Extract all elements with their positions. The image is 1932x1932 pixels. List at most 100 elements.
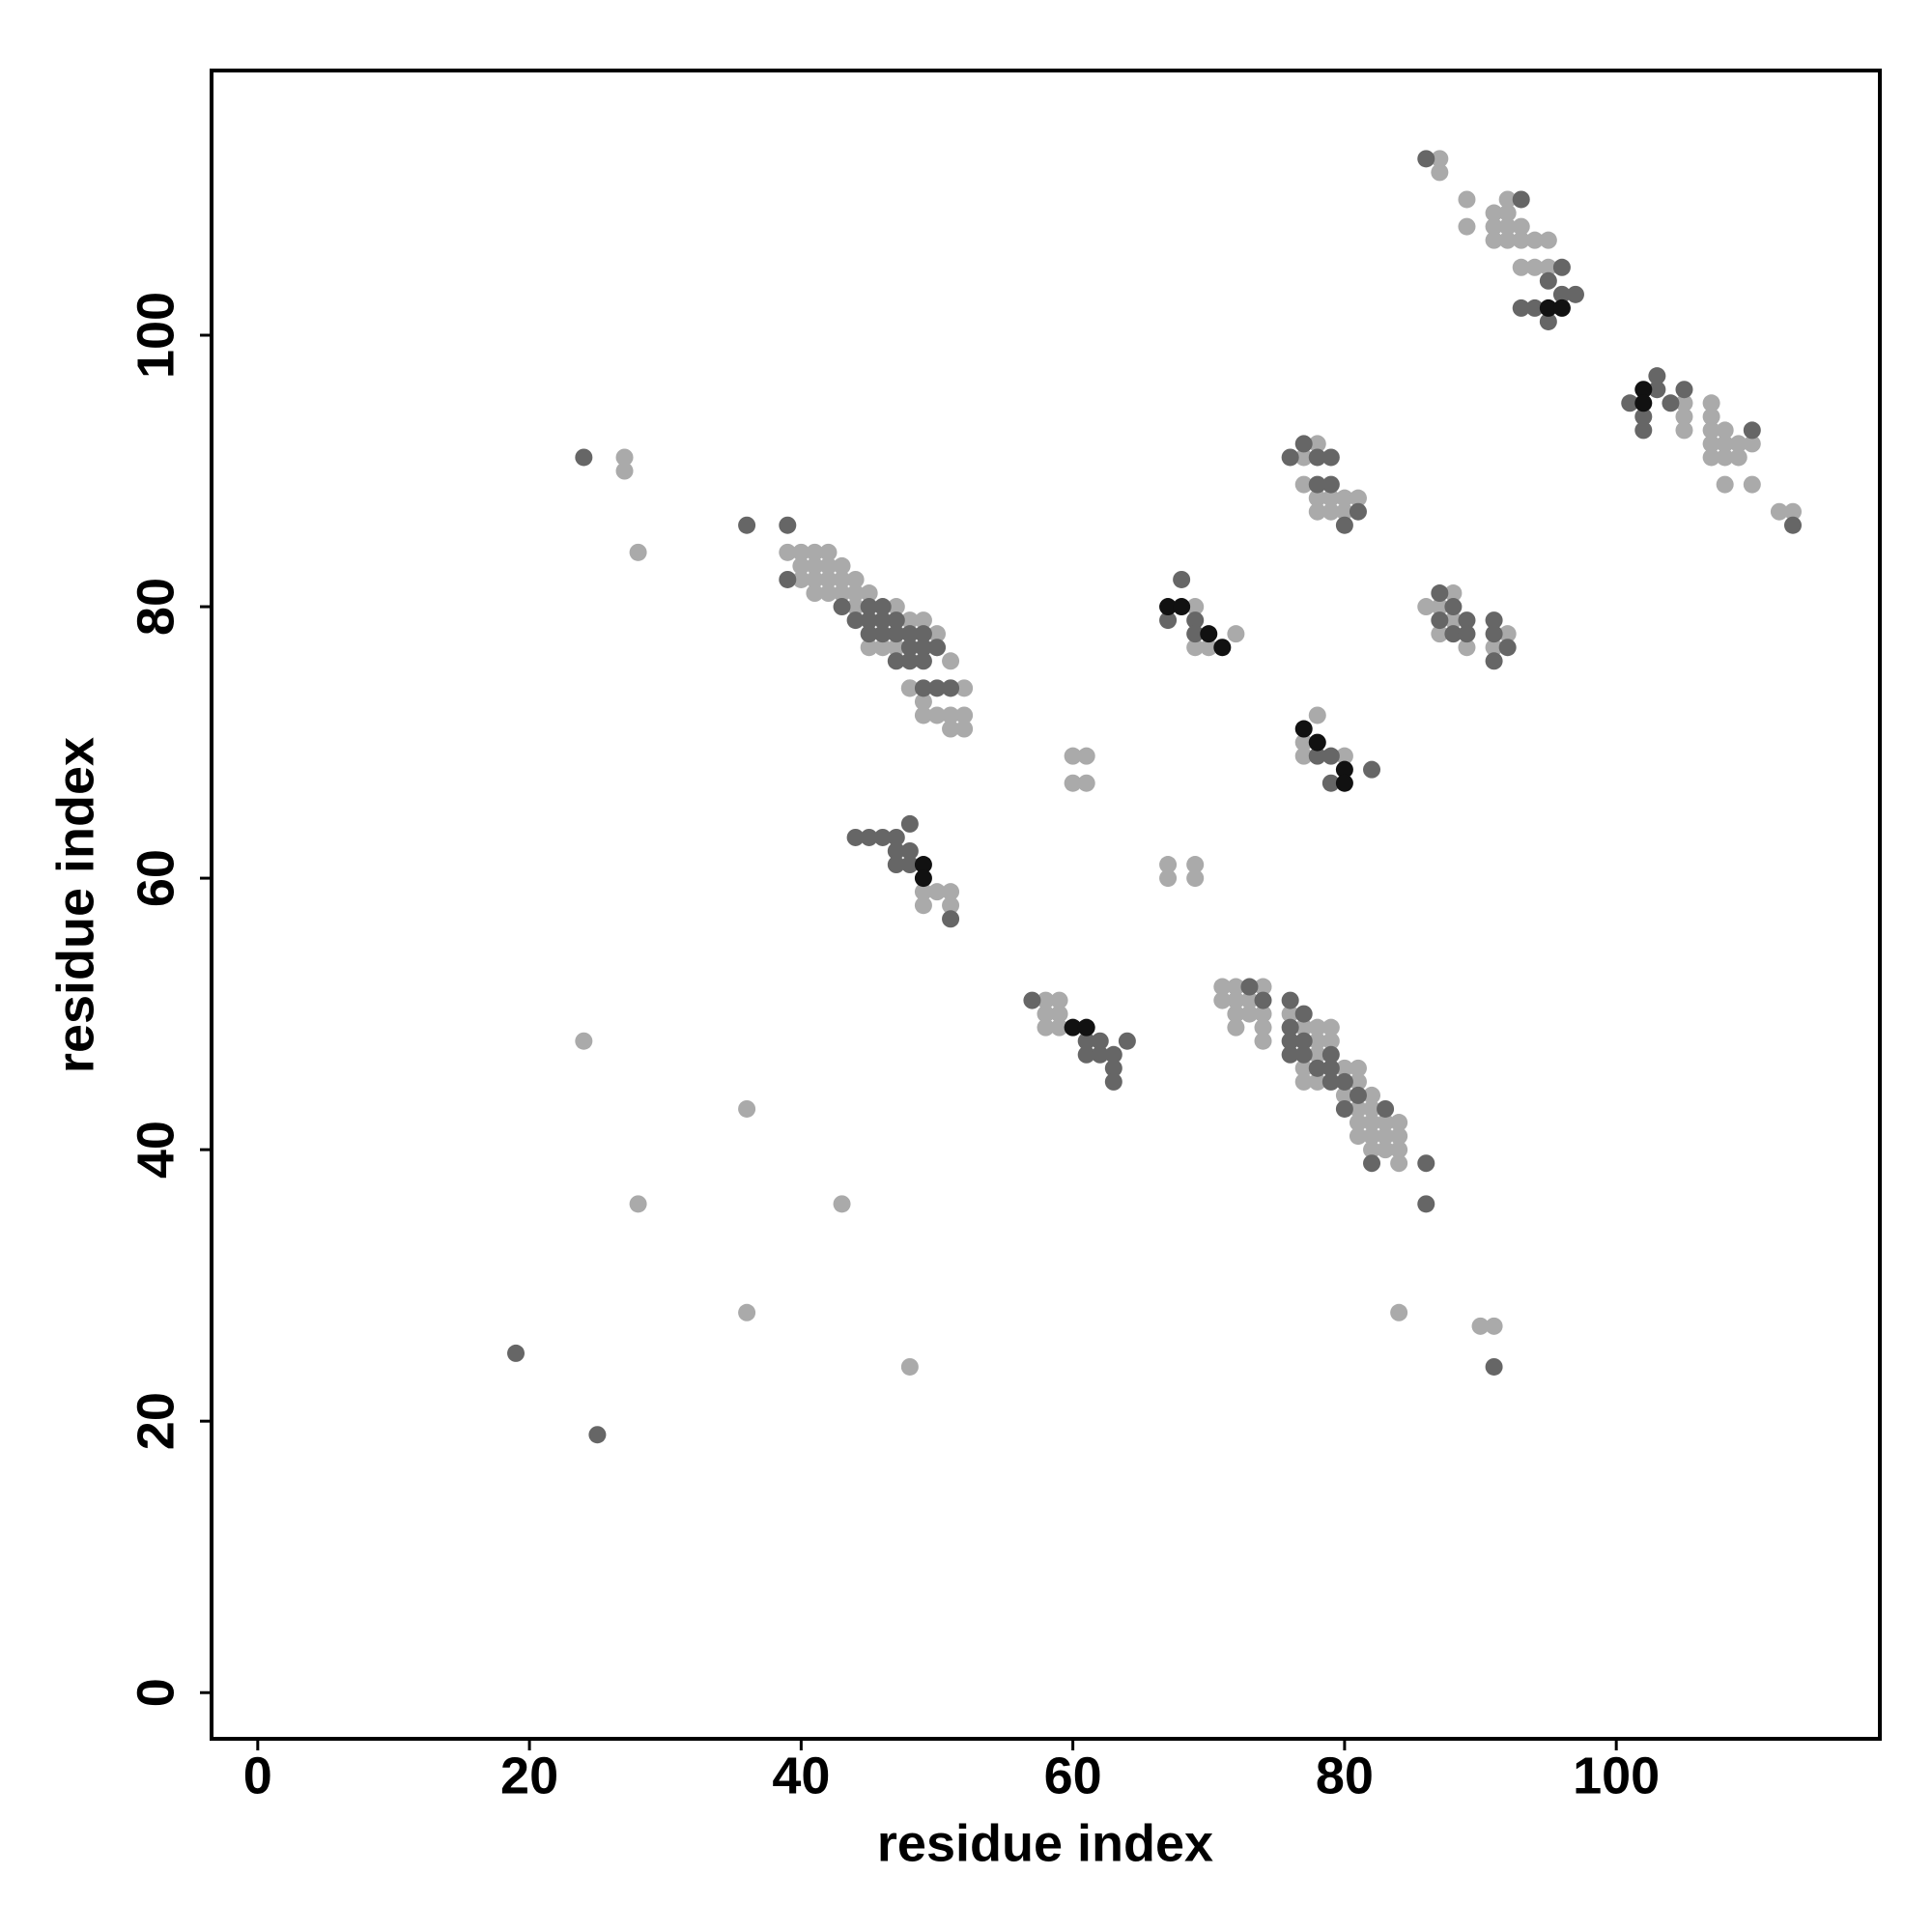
contact-point	[955, 706, 974, 724]
contact-point	[1716, 475, 1734, 494]
contact-point	[1308, 475, 1326, 494]
contact-point	[1159, 611, 1178, 630]
contact-point	[900, 856, 919, 874]
contact-point	[1281, 1018, 1299, 1037]
y-tick-label: 80	[127, 578, 185, 636]
contact-point	[1294, 1059, 1313, 1077]
contact-point	[588, 1426, 607, 1444]
contact-point	[1539, 298, 1557, 317]
contact-point	[1023, 991, 1041, 1009]
contact-point	[1308, 435, 1326, 453]
contact-point	[1186, 598, 1205, 616]
contact-point	[1648, 367, 1666, 385]
contact-point	[900, 639, 919, 657]
contact-point	[792, 570, 810, 588]
contact-point	[1294, 733, 1313, 752]
contact-point	[629, 1195, 647, 1213]
contact-point	[1525, 298, 1544, 317]
contact-point	[1743, 421, 1761, 440]
contact-point	[1186, 639, 1205, 657]
contact-point	[860, 639, 878, 657]
contact-point	[1485, 625, 1503, 643]
contact-point	[1417, 598, 1435, 616]
contact-point	[1729, 448, 1747, 467]
contact-point	[914, 883, 932, 901]
contact-point	[1539, 258, 1557, 276]
contact-point	[1321, 774, 1340, 792]
contact-point	[955, 679, 974, 697]
contact-point	[1037, 1005, 1055, 1023]
contact-point	[1634, 381, 1653, 399]
contact-point	[860, 611, 878, 630]
contact-point	[1783, 516, 1802, 534]
contact-point	[806, 543, 824, 561]
contact-point	[1281, 1005, 1299, 1023]
contact-point	[914, 869, 932, 888]
contact-point	[1552, 258, 1571, 276]
contact-point	[1675, 381, 1693, 399]
contact-point	[914, 652, 932, 670]
contact-point	[1485, 652, 1503, 670]
contact-point	[1417, 150, 1435, 168]
contact-point	[887, 598, 905, 616]
contact-point	[955, 720, 974, 738]
contact-point	[1240, 1005, 1259, 1023]
contact-point	[1431, 598, 1449, 616]
contact-point	[1186, 625, 1205, 643]
contact-point	[575, 1032, 593, 1050]
contact-point	[1281, 1032, 1299, 1050]
contact-point	[914, 706, 932, 724]
contact-point	[1743, 475, 1761, 494]
contact-point	[1213, 639, 1232, 657]
contact-point	[1308, 1059, 1326, 1077]
contact-point	[1213, 991, 1232, 1009]
contact-point	[1308, 1072, 1326, 1091]
contact-point	[887, 625, 905, 643]
contact-point	[1363, 1086, 1381, 1104]
contact-point	[914, 896, 932, 915]
contact-point	[1321, 1032, 1340, 1050]
contact-point	[1349, 489, 1367, 507]
contact-point	[1186, 856, 1205, 874]
contact-point	[1743, 435, 1761, 453]
contact-point	[1321, 1018, 1340, 1037]
contact-point	[927, 625, 946, 643]
contact-point	[846, 570, 865, 588]
contact-point	[1349, 1099, 1367, 1118]
y-tick-label: 60	[127, 849, 185, 907]
contact-point	[887, 639, 905, 657]
contact-point	[1702, 421, 1720, 440]
contact-point	[1294, 448, 1313, 467]
contact-point	[942, 720, 960, 738]
contact-point	[1321, 1045, 1340, 1064]
contact-point	[1634, 421, 1653, 440]
contact-point	[1321, 1059, 1340, 1077]
contact-point	[1702, 394, 1720, 412]
contact-point	[1444, 611, 1463, 630]
contact-point	[1321, 747, 1340, 765]
contact-point	[819, 543, 838, 561]
contact-point	[1321, 502, 1340, 521]
contact-point	[1335, 760, 1353, 779]
contact-point	[738, 516, 756, 534]
contact-point	[1498, 625, 1517, 643]
contact-point	[1377, 1127, 1395, 1146]
contact-point	[1675, 421, 1693, 440]
contact-point	[1050, 1005, 1068, 1023]
contact-point	[1335, 516, 1353, 534]
contact-point	[1308, 1032, 1326, 1050]
contact-point	[1458, 639, 1476, 657]
contact-point	[1458, 611, 1476, 630]
contact-point	[1512, 231, 1530, 249]
contact-point	[1159, 598, 1178, 616]
contact-point	[575, 448, 593, 467]
contact-point	[1321, 1072, 1340, 1091]
contact-point	[1498, 204, 1517, 222]
contact-point	[1485, 1317, 1503, 1335]
contact-point	[887, 841, 905, 860]
contact-point	[1064, 1018, 1082, 1037]
y-axis-title: residue index	[46, 737, 104, 1073]
contact-point	[1485, 1357, 1503, 1376]
contact-point	[1390, 1303, 1408, 1321]
